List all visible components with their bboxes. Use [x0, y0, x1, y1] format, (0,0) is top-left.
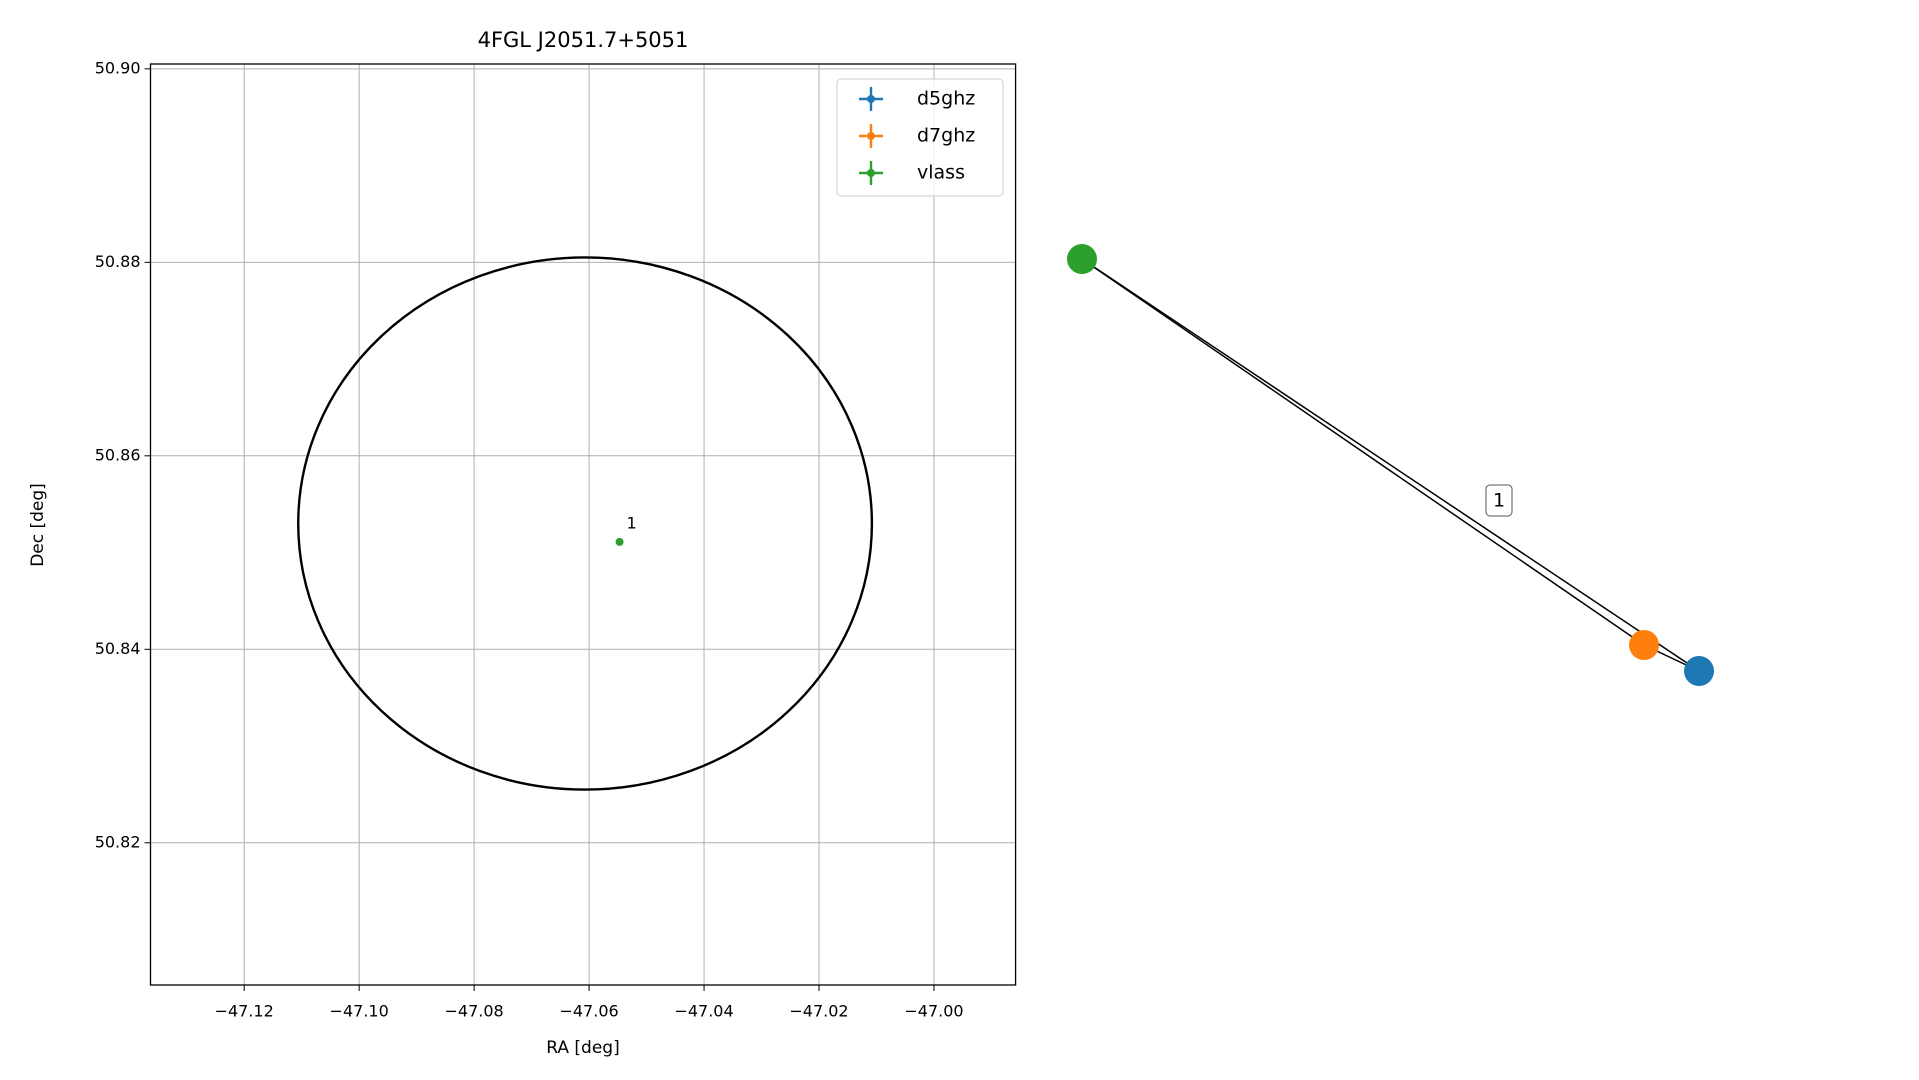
y-tick-label: 50.88: [95, 252, 141, 271]
legend-label: d7ghz: [917, 125, 975, 147]
error-ellipse: [297, 256, 874, 791]
x-tick-label: −47.08: [445, 1002, 504, 1021]
point-annotation: 1: [627, 513, 637, 532]
edge-label: 1: [1493, 490, 1505, 512]
node: [1684, 656, 1714, 686]
legend-marker: [867, 132, 875, 140]
plot-frame: [149, 63, 1017, 986]
chart-title: 4FGL J2051.7+5051: [478, 28, 689, 52]
x-axis-label: RA [deg]: [546, 1038, 619, 1058]
y-tick-label: 50.82: [95, 832, 141, 851]
legend-label: vlass: [917, 162, 965, 184]
y-tick-label: 50.84: [95, 639, 141, 658]
x-tick-label: −47.10: [330, 1002, 389, 1021]
x-tick-label: −47.12: [215, 1002, 274, 1021]
point: [615, 537, 624, 546]
y-tick-label: 50.90: [95, 58, 141, 77]
x-tick-label: −47.06: [559, 1002, 618, 1021]
edge: [1081, 258, 1700, 672]
y-tick-label: 50.86: [95, 445, 141, 464]
node: [1067, 244, 1097, 274]
legend-label: d5ghz: [917, 88, 975, 110]
node: [1629, 630, 1659, 660]
x-tick-label: −47.00: [904, 1002, 963, 1021]
x-tick-label: −47.02: [789, 1002, 848, 1021]
y-axis-label: Dec [deg]: [28, 483, 48, 567]
legend-marker: [867, 169, 875, 177]
edge: [1081, 258, 1645, 646]
edge-label-box: [1485, 484, 1513, 517]
legend-marker: [867, 95, 875, 103]
legend-box: [836, 78, 1004, 197]
x-tick-label: −47.04: [674, 1002, 733, 1021]
